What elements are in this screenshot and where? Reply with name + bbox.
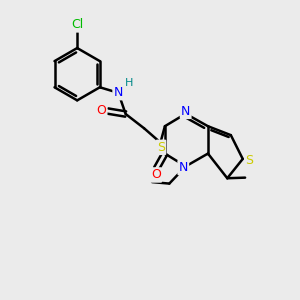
Text: N: N: [114, 86, 123, 99]
Text: Cl: Cl: [71, 18, 83, 32]
Text: H: H: [124, 78, 133, 88]
Text: O: O: [151, 169, 161, 182]
Text: O: O: [96, 104, 106, 117]
Text: N: N: [178, 161, 188, 174]
Text: N: N: [181, 105, 190, 118]
Text: S: S: [245, 154, 253, 166]
Text: S: S: [157, 141, 165, 154]
